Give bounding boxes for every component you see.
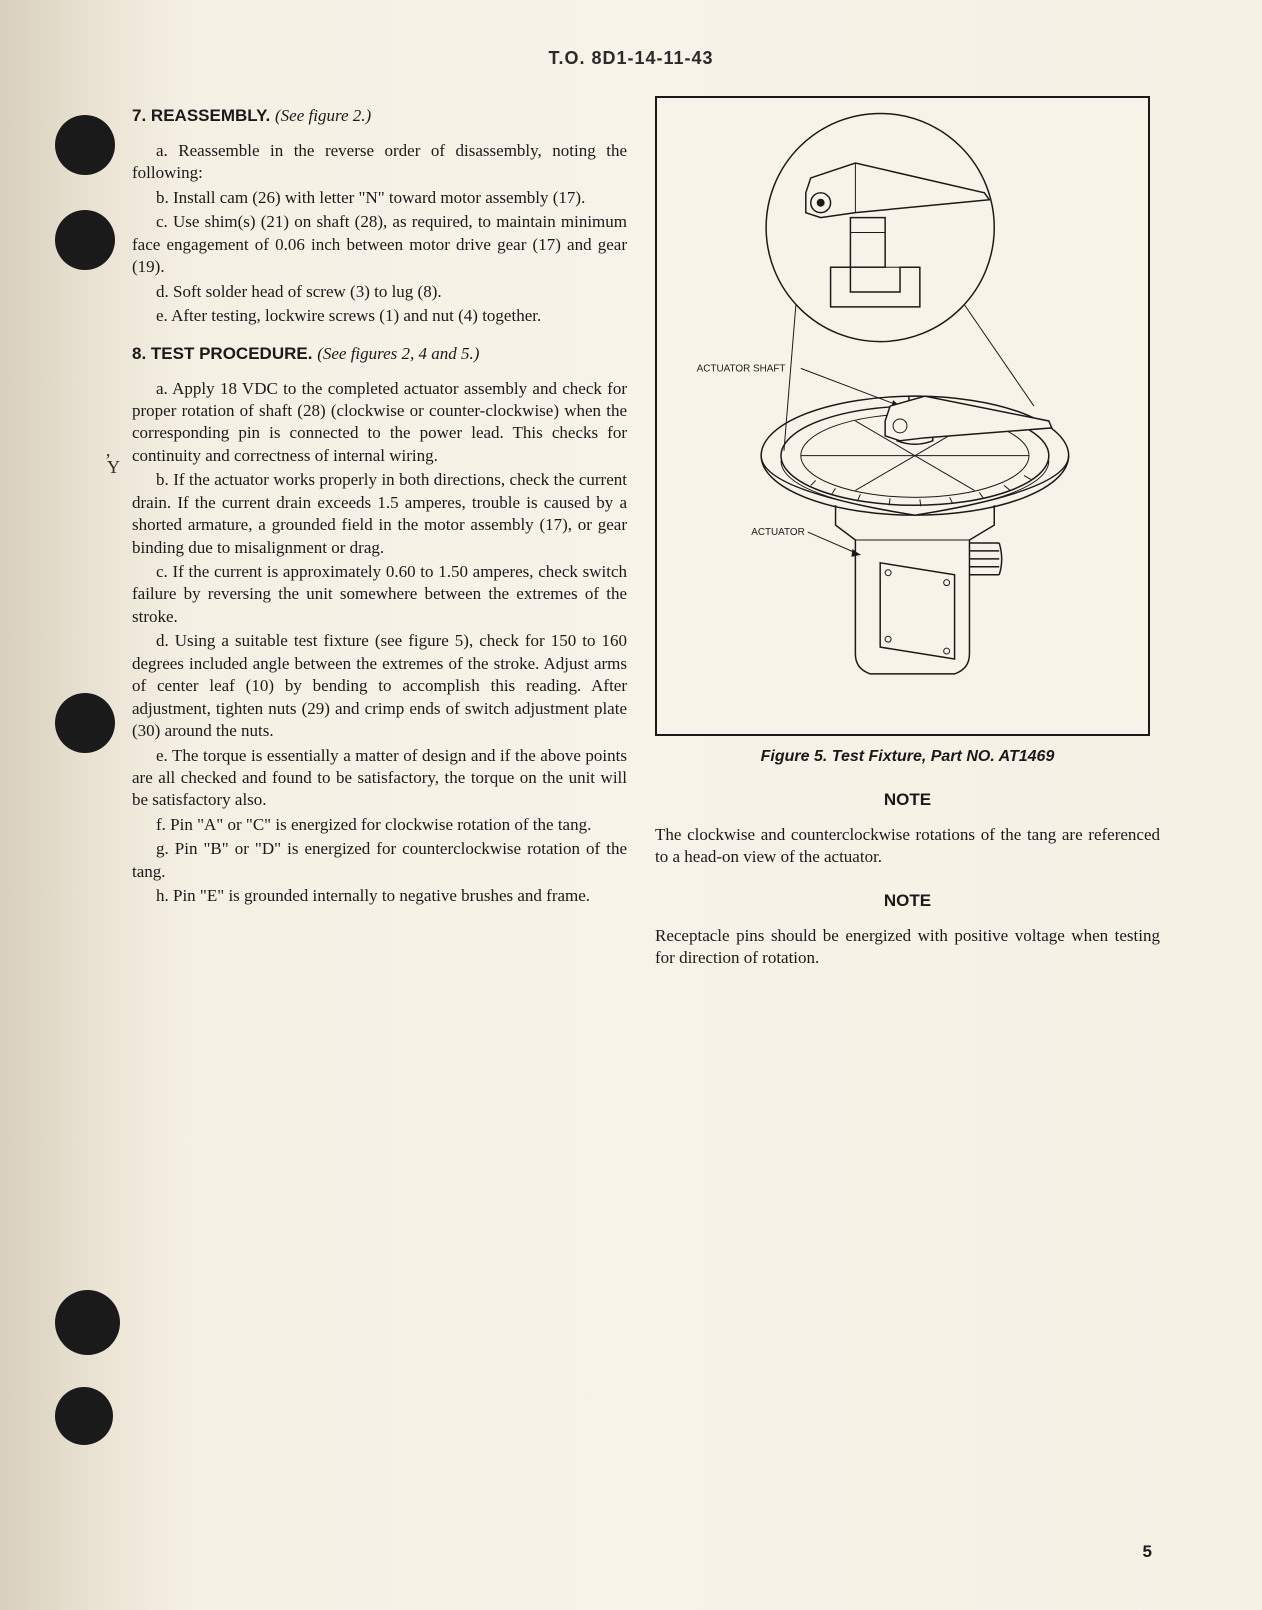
para-8c: c. If the current is approximately 0.60 … [132, 561, 627, 628]
para-7b: b. Install cam (26) with letter "N" towa… [132, 187, 627, 209]
note-heading-1: NOTE [655, 790, 1160, 810]
para-8a: a. Apply 18 VDC to the completed actuato… [132, 378, 627, 468]
section-8-heading: 8. TEST PROCEDURE. (See figures 2, 4 and… [132, 344, 627, 364]
binding-hole [55, 210, 115, 270]
figure-caption: Figure 5. Test Fixture, Part NO. AT1469 [655, 748, 1160, 766]
para-8f: f. Pin "A" or "C" is energized for clock… [132, 814, 627, 836]
binding-hole [55, 1387, 113, 1445]
section-number: 7. [132, 106, 146, 125]
section-reference: (See figure 2.) [275, 106, 371, 125]
para-7c: c. Use shim(s) (21) on shaft (28), as re… [132, 211, 627, 278]
section-title: REASSEMBLY. [151, 106, 270, 125]
section-7-heading: 7. REASSEMBLY. (See figure 2.) [132, 106, 627, 126]
actuator-label: ACTUATOR [751, 527, 805, 538]
note-2-text: Receptacle pins should be energized with… [655, 925, 1160, 970]
page-header: T.O. 8D1-14-11-43 [0, 48, 1262, 69]
binding-hole [55, 693, 115, 753]
figure-5-illustration: ACTUATOR SHAFT [655, 96, 1150, 736]
para-8h: h. Pin "E" is grounded internally to neg… [132, 885, 627, 907]
section-number: 8. [132, 344, 146, 363]
para-8d: d. Using a suitable test fixture (see fi… [132, 630, 627, 742]
actuator-shaft-label: ACTUATOR SHAFT [697, 363, 786, 374]
para-8g: g. Pin "B" or "D" is energized for count… [132, 838, 627, 883]
para-7d: d. Soft solder head of screw (3) to lug … [132, 281, 627, 303]
section-reference: (See figures 2, 4 and 5.) [317, 344, 479, 363]
test-fixture-diagram: ACTUATOR SHAFT [657, 98, 1148, 734]
section-title: TEST PROCEDURE. [151, 344, 313, 363]
para-7e: e. After testing, lockwire screws (1) an… [132, 305, 627, 327]
note-1-text: The clockwise and counterclockwise rotat… [655, 824, 1160, 869]
para-8b: b. If the actuator works properly in bot… [132, 469, 627, 559]
para-8e: e. The torque is essentially a matter of… [132, 745, 627, 812]
document-page: ‚ Y T.O. 8D1-14-11-43 7. REASSEMBLY. (Se… [0, 0, 1262, 1610]
binding-hole [55, 115, 115, 175]
right-column: ACTUATOR SHAFT [655, 96, 1160, 992]
binding-hole [55, 1290, 120, 1355]
page-number: 5 [1143, 1542, 1152, 1562]
margin-mark: Y [107, 457, 120, 478]
left-column: 7. REASSEMBLY. (See figure 2.) a. Reasse… [132, 96, 627, 992]
content-area: 7. REASSEMBLY. (See figure 2.) a. Reasse… [132, 96, 1162, 992]
note-heading-2: NOTE [655, 891, 1160, 911]
para-7a: a. Reassemble in the reverse order of di… [132, 140, 627, 185]
